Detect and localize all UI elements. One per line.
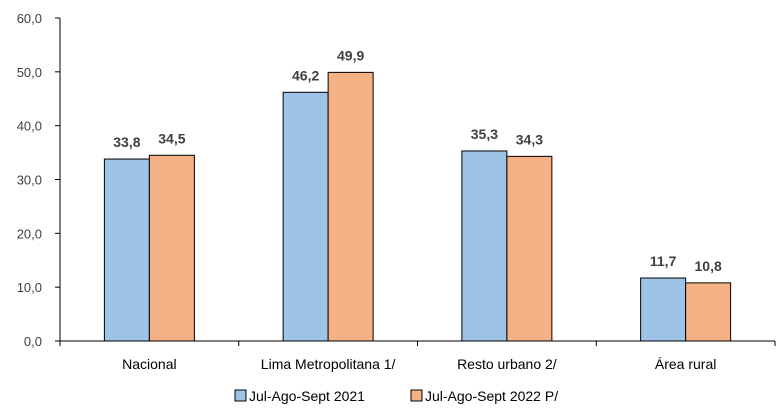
data-label: 10,8 [695, 258, 722, 274]
data-label: 49,9 [337, 47, 364, 63]
category-label: Nacional [122, 356, 176, 372]
category-label: Lima Metropolitana 1/ [261, 356, 396, 372]
bar [327, 71, 374, 342]
y-tick-label: 60,0 [17, 11, 42, 26]
legend-label: Jul-Ago-Sept 2022 P/ [425, 388, 558, 404]
legend-swatch [410, 389, 423, 402]
data-label: 34,3 [516, 131, 543, 147]
data-label: 46,2 [292, 67, 319, 83]
category-label: Área rural [655, 356, 716, 372]
y-tick-label: 40,0 [17, 119, 42, 134]
y-tick-label: 10,0 [17, 280, 42, 295]
bar [685, 282, 732, 342]
data-label: 35,3 [471, 126, 498, 142]
y-tick-label: 50,0 [17, 65, 42, 80]
data-label: 33,8 [113, 134, 140, 150]
category-label: Resto urbano 2/ [457, 356, 557, 372]
y-tick-label: 30,0 [17, 173, 42, 188]
bar [148, 154, 195, 342]
legend-label: Jul-Ago-Sept 2021 [249, 388, 365, 404]
bar [282, 91, 329, 342]
y-tick-label: 0,0 [24, 334, 42, 349]
y-tick-label: 20,0 [17, 226, 42, 241]
bar [103, 158, 150, 342]
bar [640, 277, 687, 342]
legend: Jul-Ago-Sept 2021 Jul-Ago-Sept 2022 P/ [234, 388, 558, 404]
data-label: 11,7 [650, 253, 677, 269]
data-label: 34,5 [158, 130, 185, 146]
legend-swatch [234, 389, 247, 402]
bar [461, 150, 508, 342]
x-axis: Nacional Lima Metropolitana 1/Resto urban… [59, 340, 776, 372]
y-axis: 0,0 10,0 20,0 30,0 40,0 50,0 60,0 [17, 11, 61, 349]
bars: 33,8 34,5 46,2 49,9 35,3 34,3 11,7 10,8 [103, 47, 732, 342]
bar [506, 155, 553, 342]
